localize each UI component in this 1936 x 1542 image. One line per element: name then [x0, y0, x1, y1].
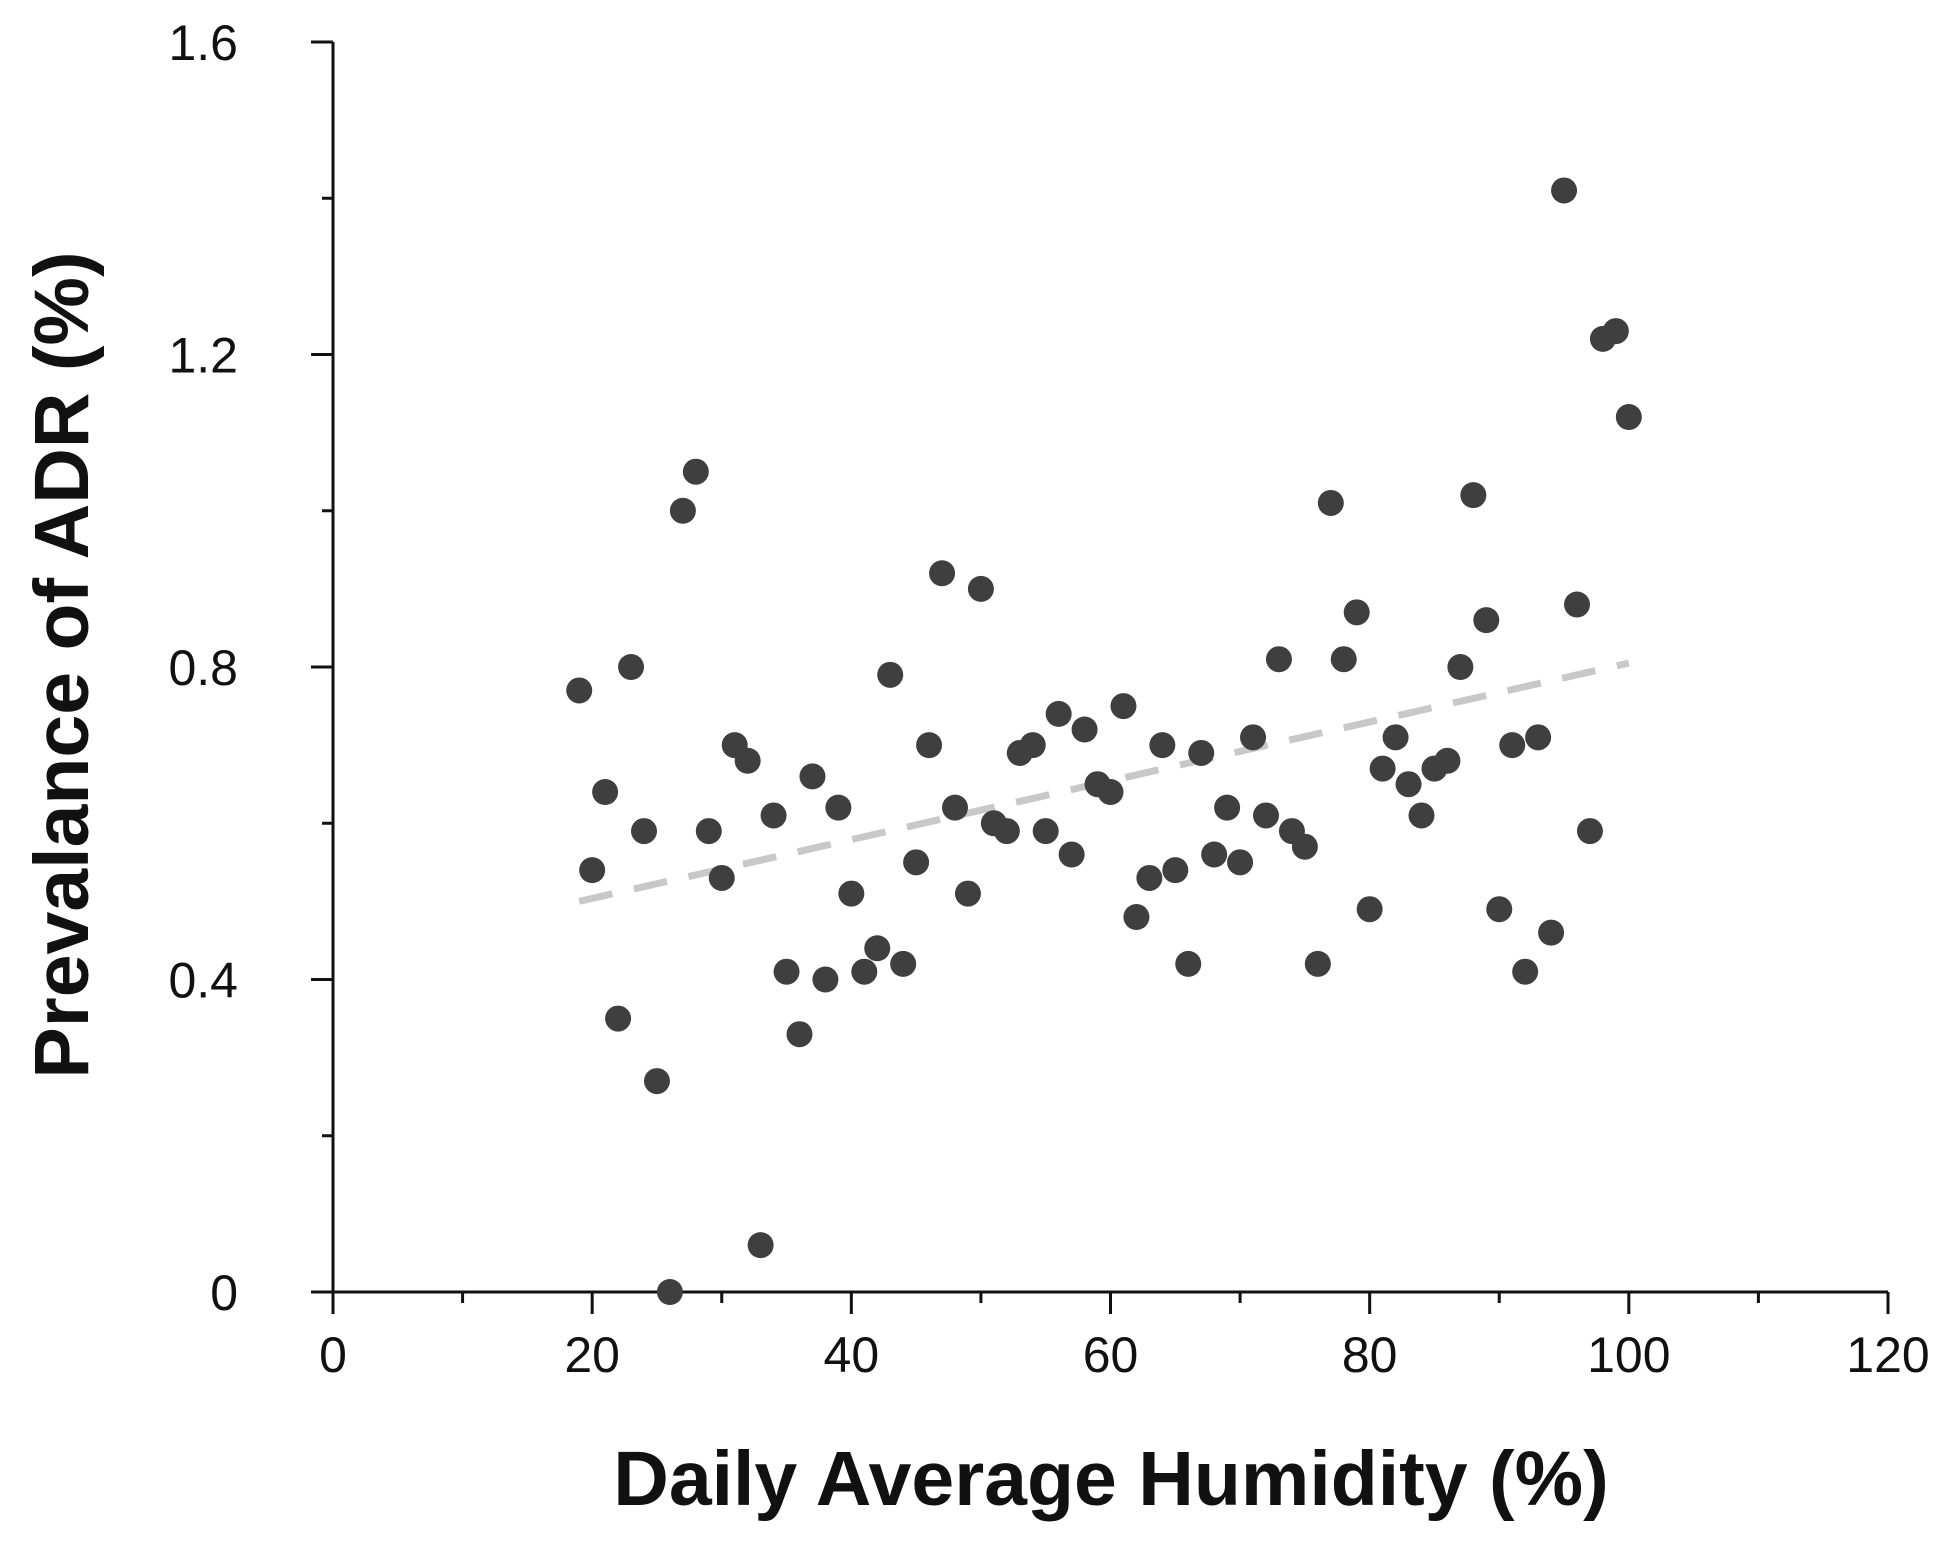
x-tick-label: 40 — [824, 1327, 880, 1383]
data-point — [669, 497, 696, 524]
data-point — [1265, 646, 1292, 673]
data-point — [1615, 404, 1642, 430]
data-point — [695, 818, 722, 845]
data-point — [1149, 732, 1176, 759]
trendline — [578, 659, 1630, 905]
x-tick-label: 60 — [1083, 1327, 1139, 1383]
x-tick-label: 120 — [1846, 1327, 1929, 1383]
data-point — [618, 654, 645, 680]
y-axis-title: Prevalance of ADR (%) — [19, 251, 105, 1078]
data-point — [1110, 693, 1137, 720]
data-point — [1369, 755, 1396, 782]
data-point — [1512, 958, 1539, 985]
data-point — [993, 818, 1020, 845]
data-point — [682, 458, 709, 485]
data-point — [1162, 857, 1189, 884]
tick-labels: 0 20 40 60 80 100 120 0 0.4 0.8 1.2 1.6 — [168, 15, 1929, 1383]
data-point — [1473, 607, 1500, 634]
data-point — [812, 966, 839, 993]
data-point — [1602, 318, 1629, 345]
data-point — [1136, 864, 1163, 891]
data-point — [903, 849, 930, 876]
data-point — [631, 818, 657, 845]
data-points — [566, 177, 1642, 1305]
data-point — [1551, 177, 1578, 204]
data-point — [1460, 482, 1487, 509]
data-point — [1330, 646, 1357, 673]
data-point — [1317, 489, 1344, 516]
data-point — [1253, 802, 1279, 829]
data-point — [747, 1232, 774, 1259]
data-point — [592, 779, 619, 805]
data-point — [786, 1021, 813, 1048]
data-point — [851, 958, 878, 985]
x-tick-label: 100 — [1587, 1327, 1670, 1383]
data-point — [1343, 599, 1370, 626]
data-point — [825, 794, 852, 821]
data-point — [605, 1005, 632, 1032]
data-point — [1434, 747, 1461, 774]
data-point — [1123, 904, 1150, 930]
data-point — [566, 677, 593, 704]
x-tick-label: 80 — [1342, 1327, 1398, 1383]
x-tick-label: 0 — [319, 1327, 347, 1383]
data-point — [1058, 841, 1085, 868]
data-point — [929, 560, 956, 587]
data-point — [656, 1279, 683, 1305]
data-point — [1240, 724, 1267, 751]
data-point — [890, 950, 917, 977]
data-point — [1499, 732, 1526, 759]
data-point — [799, 763, 826, 790]
data-point — [1188, 739, 1215, 766]
data-point — [954, 880, 981, 907]
data-point — [643, 1068, 670, 1095]
data-point — [1032, 818, 1059, 845]
data-point — [967, 575, 994, 602]
data-point — [1019, 732, 1046, 759]
data-point — [838, 880, 865, 907]
tick-marks — [311, 40, 1890, 1314]
data-point — [1486, 896, 1513, 923]
data-point — [1395, 771, 1422, 798]
data-point — [1201, 841, 1228, 868]
data-point — [1227, 849, 1254, 876]
data-point — [1576, 818, 1603, 845]
data-point — [1071, 716, 1098, 743]
x-tick-label: 20 — [564, 1327, 620, 1383]
data-point — [864, 935, 891, 962]
data-point — [734, 747, 761, 774]
data-point — [1525, 724, 1552, 751]
data-point — [708, 864, 735, 891]
data-point — [1045, 700, 1072, 727]
data-point — [1356, 896, 1383, 923]
data-point — [1538, 919, 1565, 946]
data-point — [1291, 833, 1318, 860]
y-tick-label: 0.4 — [168, 953, 238, 1009]
trendline-group — [578, 659, 1630, 905]
y-tick-label: 0.8 — [168, 640, 238, 696]
data-point — [916, 732, 943, 759]
data-point — [773, 958, 800, 985]
data-point — [1214, 794, 1241, 821]
data-point — [1175, 950, 1202, 977]
data-point — [1382, 724, 1409, 751]
y-tick-label: 1.2 — [168, 328, 238, 384]
x-axis-title: Daily Average Humidity (%) — [613, 1436, 1609, 1522]
data-point — [1564, 591, 1590, 618]
data-point — [760, 802, 787, 829]
data-point — [877, 661, 904, 688]
data-point — [942, 794, 968, 821]
y-tick-label: 1.6 — [168, 15, 238, 71]
data-point — [1447, 654, 1474, 680]
data-point — [1097, 779, 1124, 805]
data-point — [579, 857, 606, 884]
y-tick-label: 0 — [210, 1265, 238, 1321]
axes — [311, 42, 1888, 1294]
data-point — [1304, 950, 1331, 977]
data-point — [1408, 802, 1435, 829]
